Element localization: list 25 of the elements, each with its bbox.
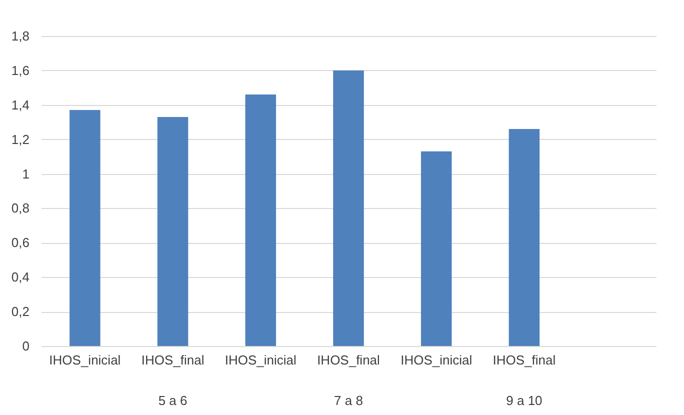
- x-tick-label: IHOS_inicial: [49, 352, 121, 368]
- bar: [70, 110, 100, 346]
- bar: [333, 70, 364, 346]
- y-tick-label: 1,2: [11, 132, 30, 147]
- y-tick-label: 1: [22, 166, 30, 182]
- bar: [420, 151, 452, 346]
- bar: [508, 129, 540, 346]
- x-tick-label: IHOS_inicial: [400, 352, 472, 368]
- y-tick-label: 0,8: [11, 200, 30, 216]
- bar: [157, 116, 188, 346]
- text: 7 a 8: [334, 393, 363, 408]
- x-tick-label: IHOS_final: [141, 352, 204, 368]
- text: 9 a 10: [506, 393, 542, 408]
- x-tick-label: IHOS_final: [317, 352, 380, 368]
- x-tick-label: IHOS_final: [492, 352, 556, 368]
- y-tick-label: 1,4: [11, 97, 30, 112]
- y-tick-label: 0,4: [11, 270, 30, 285]
- y-tick-label: 1,8: [11, 28, 30, 44]
- text: 5 a 6: [158, 393, 188, 408]
- y-tick-label: 1,6: [11, 62, 30, 78]
- bar: [245, 94, 276, 346]
- y-tick-label: 0,6: [11, 235, 30, 250]
- y-tick-label: 0: [22, 338, 30, 354]
- y-tick-label: 0,2: [11, 304, 30, 320]
- x-tick-label: IHOS_inicial: [224, 352, 297, 368]
